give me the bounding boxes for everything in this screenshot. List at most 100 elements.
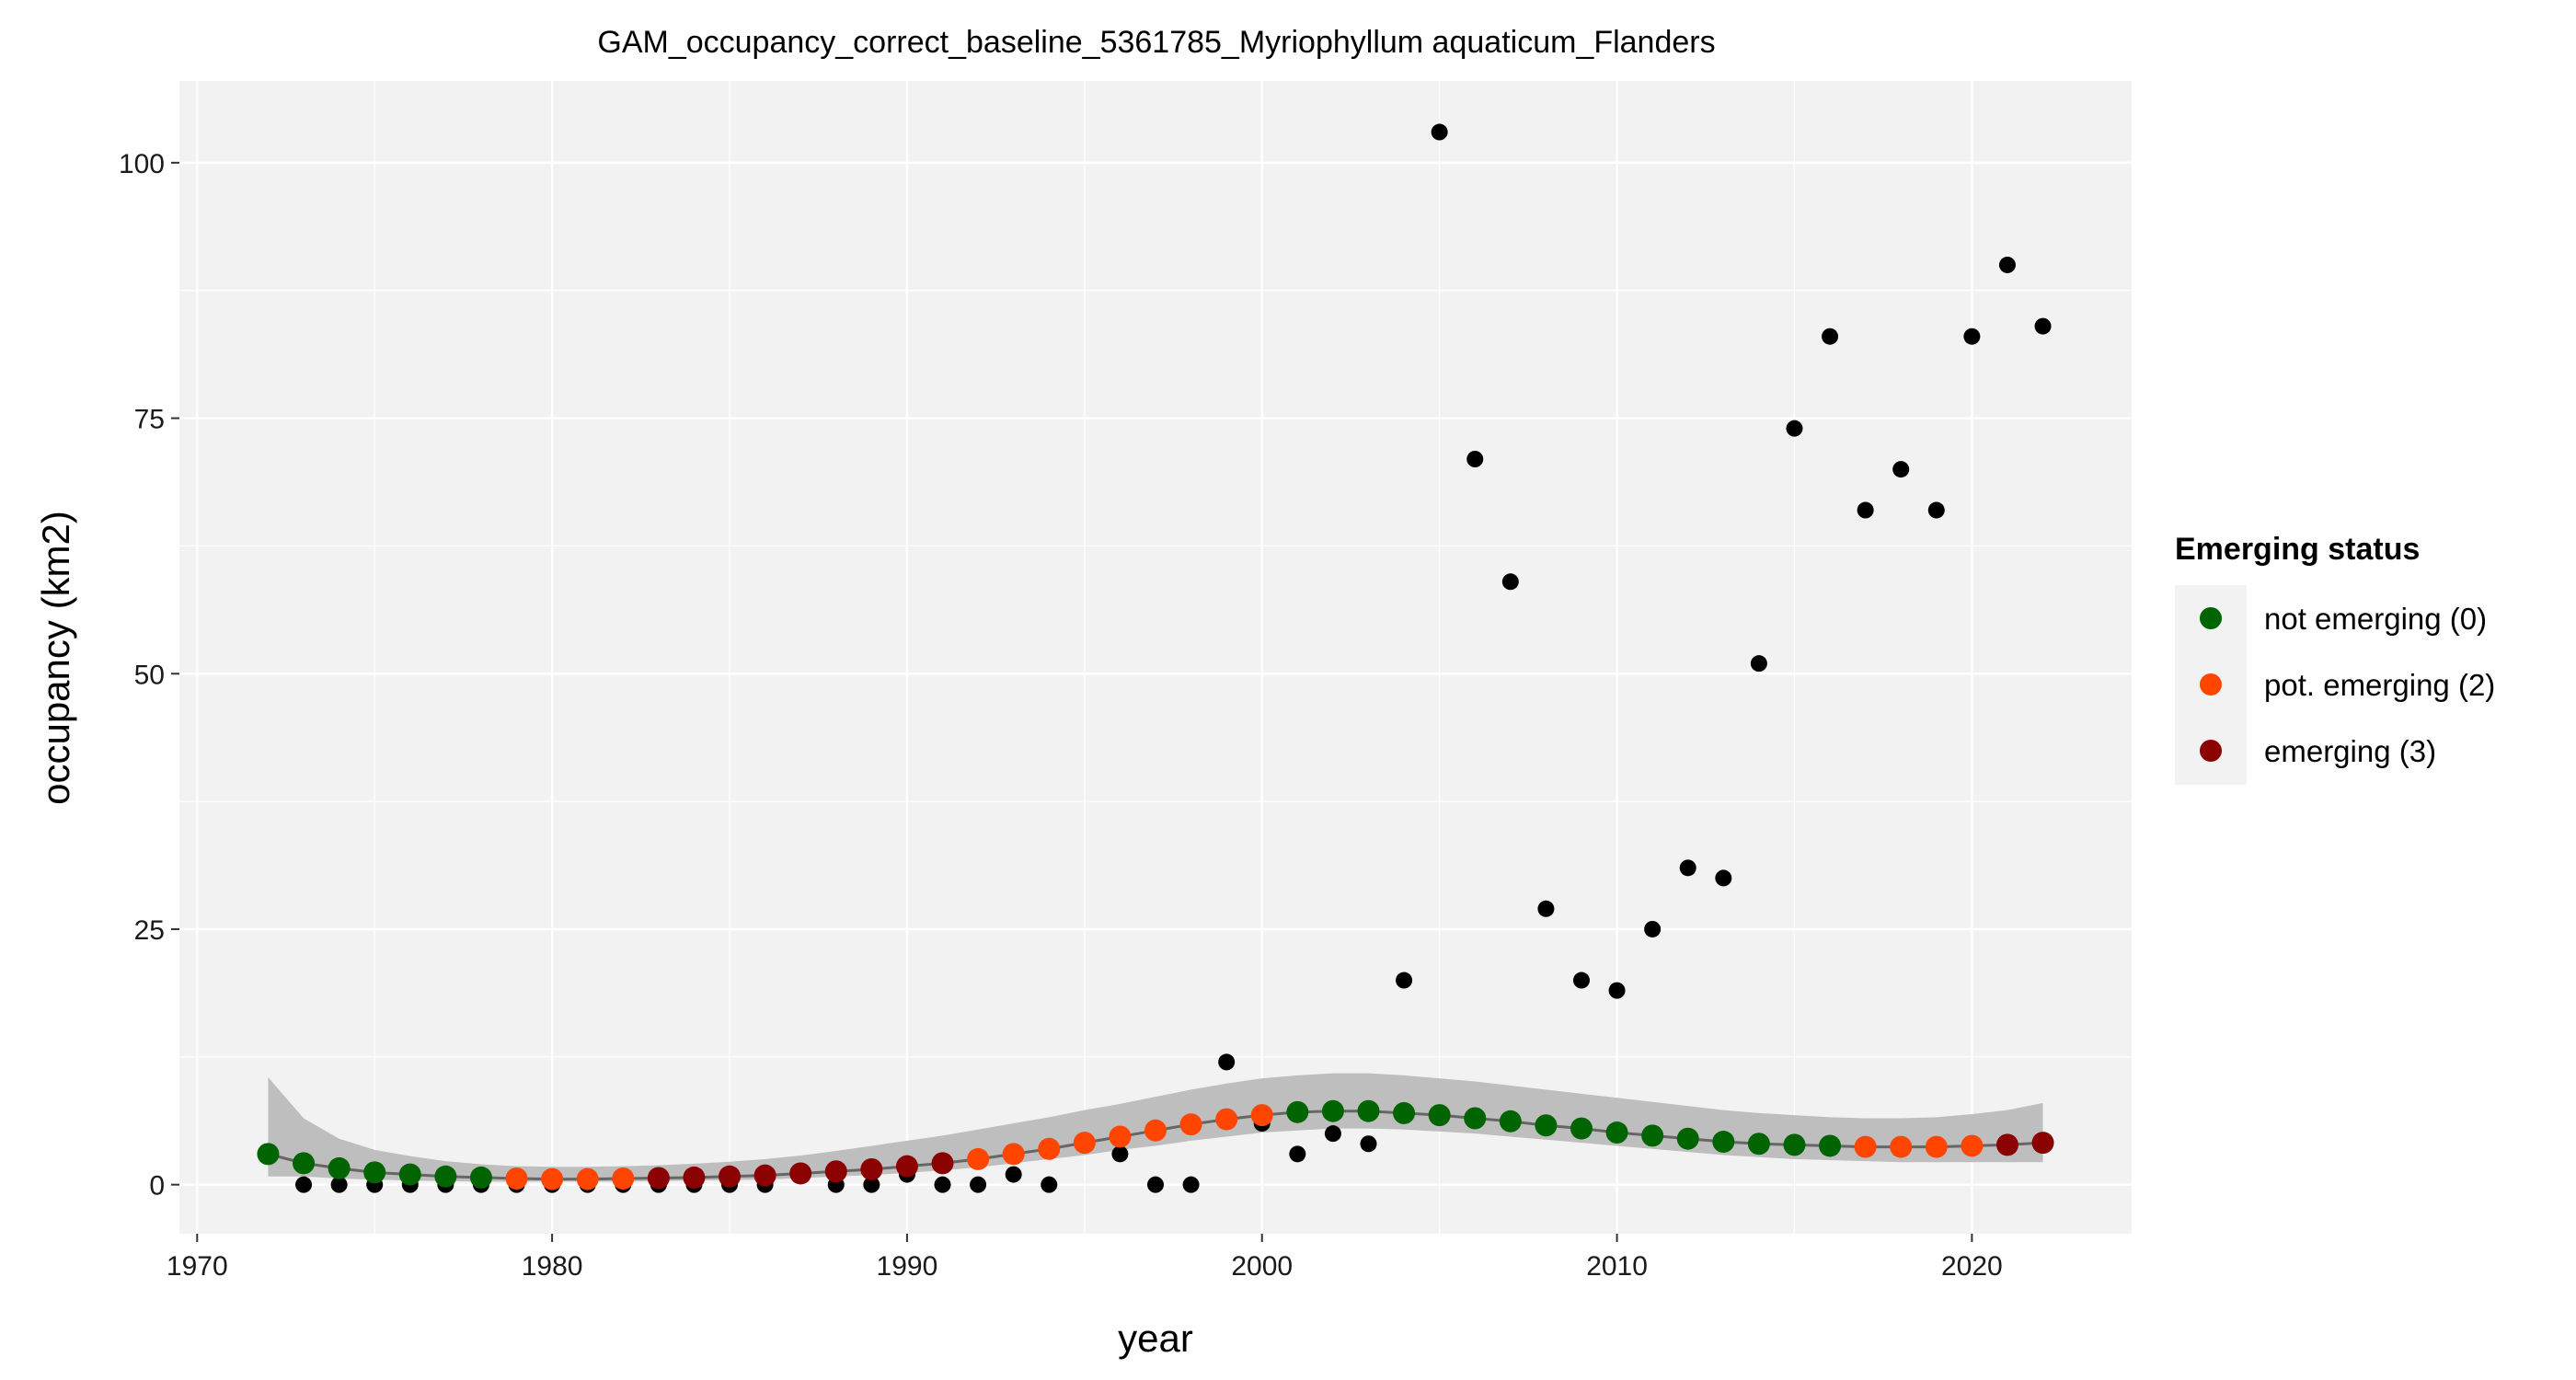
observed-point: [1324, 1125, 1341, 1143]
fitted-point: [1321, 1099, 1344, 1122]
fitted-point: [1393, 1101, 1416, 1124]
fitted-point: [363, 1161, 386, 1184]
observed-point: [1396, 972, 1413, 989]
fitted-point: [1854, 1135, 1877, 1158]
fitted-point: [1747, 1133, 1770, 1156]
observed-point: [1927, 501, 1945, 519]
fitted-point: [860, 1158, 883, 1181]
fitted-point: [257, 1143, 280, 1166]
fitted-point: [931, 1152, 954, 1175]
fitted-point: [1144, 1119, 1167, 1142]
observed-point: [1750, 655, 1767, 673]
x-tick-label: 1980: [522, 1251, 583, 1282]
fitted-point: [895, 1155, 918, 1178]
fitted-point: [1676, 1127, 1699, 1150]
legend-key-dot: [2200, 607, 2222, 629]
fitted-point: [789, 1162, 812, 1185]
x-axis-title: year: [1118, 1317, 1193, 1360]
observed-point: [1537, 900, 1555, 917]
fitted-point: [1605, 1121, 1628, 1144]
fitted-point: [576, 1167, 599, 1190]
observed-point: [1857, 501, 1874, 519]
fitted-point: [1215, 1108, 1238, 1131]
fitted-point: [1428, 1104, 1451, 1127]
x-axis-ticks: 1970 1980 1990 2000 2010 2020: [167, 1234, 2003, 1282]
legend-entry-label: emerging (3): [2264, 734, 2436, 768]
fitted-point: [719, 1165, 742, 1188]
fitted-point: [683, 1166, 706, 1189]
legend-entries: not emerging (0) pot. emerging (2) emergin…: [2200, 602, 2495, 768]
observed-point: [1644, 920, 1662, 937]
observed-point: [1963, 328, 1981, 345]
fitted-point: [647, 1167, 670, 1190]
fitted-point: [1712, 1131, 1735, 1154]
fitted-point: [1995, 1133, 2018, 1156]
observed-point: [1147, 1176, 1164, 1193]
fitted-point: [1499, 1110, 1522, 1133]
observed-point: [1466, 451, 1484, 468]
fitted-point: [2031, 1132, 2054, 1155]
fitted-point: [505, 1167, 528, 1190]
observed-point: [1360, 1135, 1377, 1153]
y-tick-label: 0: [149, 1171, 165, 1202]
observed-point: [1005, 1166, 1022, 1183]
fitted-point: [293, 1152, 316, 1175]
fitted-point: [612, 1167, 635, 1190]
fitted-point: [434, 1165, 457, 1188]
observed-point: [1608, 982, 1626, 999]
fitted-point: [398, 1163, 421, 1186]
legend-entry-label: pot. emerging (2): [2264, 668, 2495, 702]
legend: Emerging status not emerging (0) pot. eme…: [2175, 532, 2495, 785]
observed-point: [1572, 972, 1590, 989]
observed-point: [1111, 1145, 1129, 1163]
x-tick-label: 2020: [1941, 1251, 2003, 1282]
observed-point: [1679, 859, 1696, 877]
observed-point: [330, 1176, 348, 1193]
fitted-point: [1357, 1099, 1380, 1122]
fitted-points-layer: [257, 1099, 2054, 1190]
observed-point: [1822, 328, 1839, 345]
observed-point: [1289, 1145, 1306, 1163]
observed-point: [1786, 420, 1803, 437]
observed-point: [1041, 1176, 1058, 1193]
fitted-point: [1073, 1132, 1096, 1155]
observed-point: [1431, 123, 1448, 141]
fitted-point: [328, 1156, 351, 1179]
fitted-point: [1641, 1124, 1664, 1147]
grid-lines: [179, 81, 2132, 1234]
observed-point: [1182, 1176, 1200, 1193]
fitted-point: [1250, 1104, 1273, 1127]
fitted-point: [967, 1147, 990, 1170]
observed-point: [1998, 256, 2016, 273]
fitted-point: [1819, 1134, 1842, 1157]
fitted-point: [1570, 1117, 1593, 1140]
fitted-point: [1783, 1133, 1806, 1156]
fitted-point: [1179, 1113, 1202, 1136]
y-axis-ticks: 0 25 50 75 100: [119, 149, 179, 1202]
chart-title: GAM_occupancy_correct_baseline_5361785_M…: [597, 25, 1715, 60]
y-tick-label: 50: [134, 660, 165, 690]
observed-point: [2034, 317, 2052, 335]
fitted-point: [1038, 1137, 1061, 1160]
plot-panel: [179, 81, 2132, 1234]
fitted-point: [753, 1164, 776, 1187]
observed-point: [1501, 573, 1519, 591]
fitted-point: [1535, 1114, 1558, 1137]
fitted-point: [1109, 1125, 1132, 1148]
fitted-point: [541, 1167, 564, 1190]
y-axis-title: occupancy (km2): [34, 511, 77, 805]
fitted-point: [1925, 1135, 1948, 1158]
y-tick-label: 25: [134, 915, 165, 946]
x-tick-label: 2000: [1231, 1251, 1293, 1282]
fitted-point: [1002, 1143, 1025, 1166]
observed-point: [934, 1176, 951, 1193]
legend-key-dot: [2200, 673, 2222, 696]
fitted-point: [1890, 1135, 1913, 1158]
observed-point: [863, 1176, 880, 1193]
observed-point: [970, 1176, 987, 1193]
fitted-point: [1464, 1107, 1487, 1130]
fitted-point: [469, 1166, 492, 1189]
observed-point: [1892, 461, 1910, 478]
fitted-point: [1961, 1134, 1984, 1157]
